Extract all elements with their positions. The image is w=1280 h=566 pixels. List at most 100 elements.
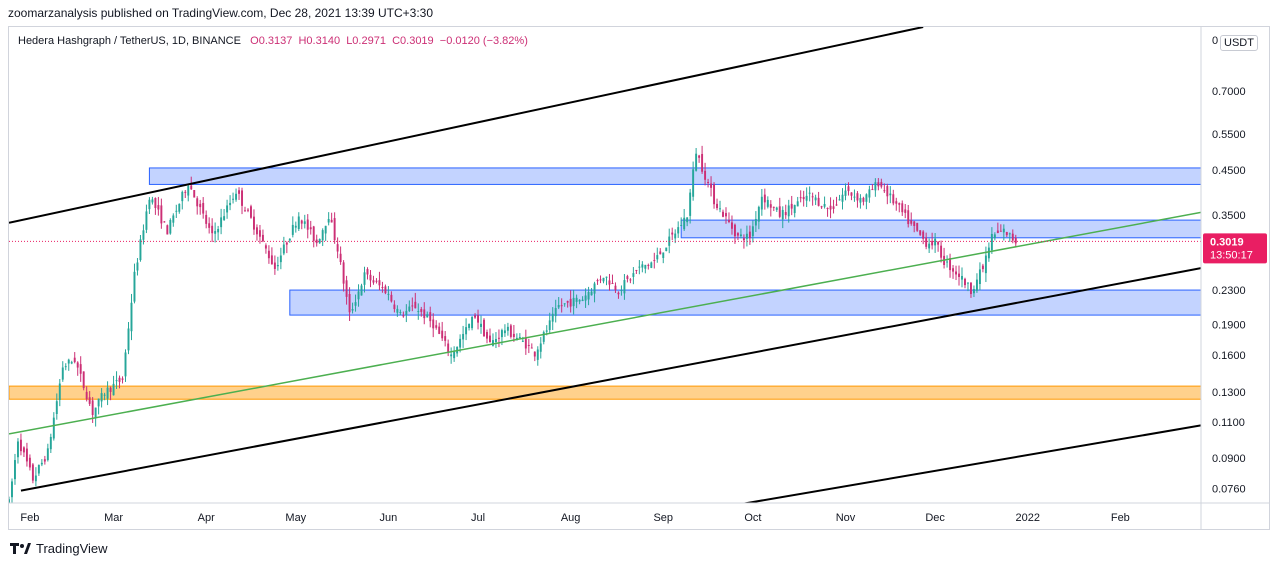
candle — [730, 215, 733, 235]
candle — [462, 325, 465, 348]
candle — [172, 213, 175, 227]
candle — [187, 183, 190, 202]
candle — [255, 224, 258, 241]
candle — [324, 225, 327, 241]
x-tick-label: Feb — [20, 512, 39, 524]
candle — [949, 253, 952, 278]
candle — [629, 278, 632, 284]
candle — [647, 263, 650, 270]
candle — [145, 204, 148, 234]
candle — [910, 212, 913, 226]
y-tick-label: 0.5500 — [1212, 129, 1246, 141]
candle — [719, 200, 721, 213]
candle — [993, 232, 996, 241]
x-tick-label: Jul — [471, 512, 485, 524]
candle — [823, 196, 826, 209]
candle — [351, 302, 354, 314]
y-tick-label: 0.1100 — [1212, 417, 1245, 429]
candle — [530, 343, 533, 349]
candle — [880, 178, 883, 189]
candle — [64, 363, 67, 371]
candle — [46, 443, 49, 462]
candle — [542, 330, 545, 345]
candle — [620, 285, 623, 296]
candle — [551, 307, 554, 331]
candle — [291, 216, 294, 238]
candle — [19, 433, 22, 456]
candle — [235, 188, 238, 202]
x-tick-label: Nov — [836, 512, 856, 524]
symbol-label: Hedera Hashgraph / TetherUS, 1D, BINANCE — [18, 35, 241, 47]
candle — [871, 184, 874, 191]
candle — [118, 375, 121, 389]
candle — [969, 282, 972, 298]
candle — [557, 297, 560, 310]
candle — [378, 271, 381, 291]
candle — [82, 371, 85, 391]
candle — [707, 178, 710, 188]
candle — [390, 291, 393, 303]
candle — [142, 224, 145, 245]
candle — [178, 203, 181, 214]
candle — [348, 287, 351, 321]
candle — [611, 274, 614, 285]
high-value: H0.3140 — [298, 35, 341, 47]
candle — [946, 255, 949, 268]
close-value: C0.3019 — [392, 35, 434, 47]
x-tick-label: Jun — [380, 512, 398, 524]
candle — [820, 205, 823, 209]
candle — [940, 240, 943, 263]
change-value: −0.0120 (−3.82%) — [439, 35, 528, 47]
candle — [232, 192, 235, 204]
candle — [229, 195, 232, 211]
candle — [865, 193, 868, 210]
candle — [497, 329, 500, 348]
y-tick-label: 0.3500 — [1212, 210, 1246, 222]
candle — [739, 228, 742, 239]
plot-area — [9, 27, 1201, 503]
currency-button[interactable]: USDT — [1220, 35, 1258, 51]
candle — [581, 296, 584, 302]
candle — [306, 214, 309, 239]
candle — [1014, 234, 1017, 247]
candle — [333, 212, 336, 244]
candle — [847, 182, 850, 196]
candle — [742, 234, 745, 249]
candle — [31, 463, 34, 484]
candle — [52, 412, 55, 441]
candle — [605, 276, 608, 286]
x-tick-label: Dec — [925, 512, 945, 524]
candle — [9, 496, 10, 503]
candle — [366, 267, 369, 280]
trendline-black-2 — [741, 424, 1201, 503]
candle — [127, 322, 130, 355]
zone-blue-0 — [148, 167, 1201, 185]
candle — [922, 230, 925, 245]
candle — [916, 222, 919, 232]
candle — [372, 275, 375, 285]
candle — [70, 360, 73, 365]
candle — [480, 315, 482, 334]
candle — [166, 224, 169, 235]
candle — [453, 346, 456, 362]
candle — [602, 277, 605, 284]
zone-blue-2 — [289, 289, 1201, 316]
countdown-value: 13:50:17 — [1210, 249, 1253, 261]
candle — [438, 322, 441, 335]
candle — [85, 386, 88, 402]
candle — [799, 190, 802, 203]
candle — [444, 330, 447, 347]
candle — [662, 252, 665, 264]
candle — [883, 183, 886, 193]
candle — [55, 393, 58, 420]
trendline-green-3 — [9, 211, 1201, 435]
candle — [154, 197, 157, 215]
candle — [327, 212, 330, 226]
candle — [79, 356, 82, 382]
candle — [58, 379, 61, 407]
zone-orange-3 — [9, 385, 1201, 400]
candle — [751, 220, 754, 243]
candle — [16, 438, 19, 464]
last-price-value: 0.3019 — [1210, 236, 1244, 248]
